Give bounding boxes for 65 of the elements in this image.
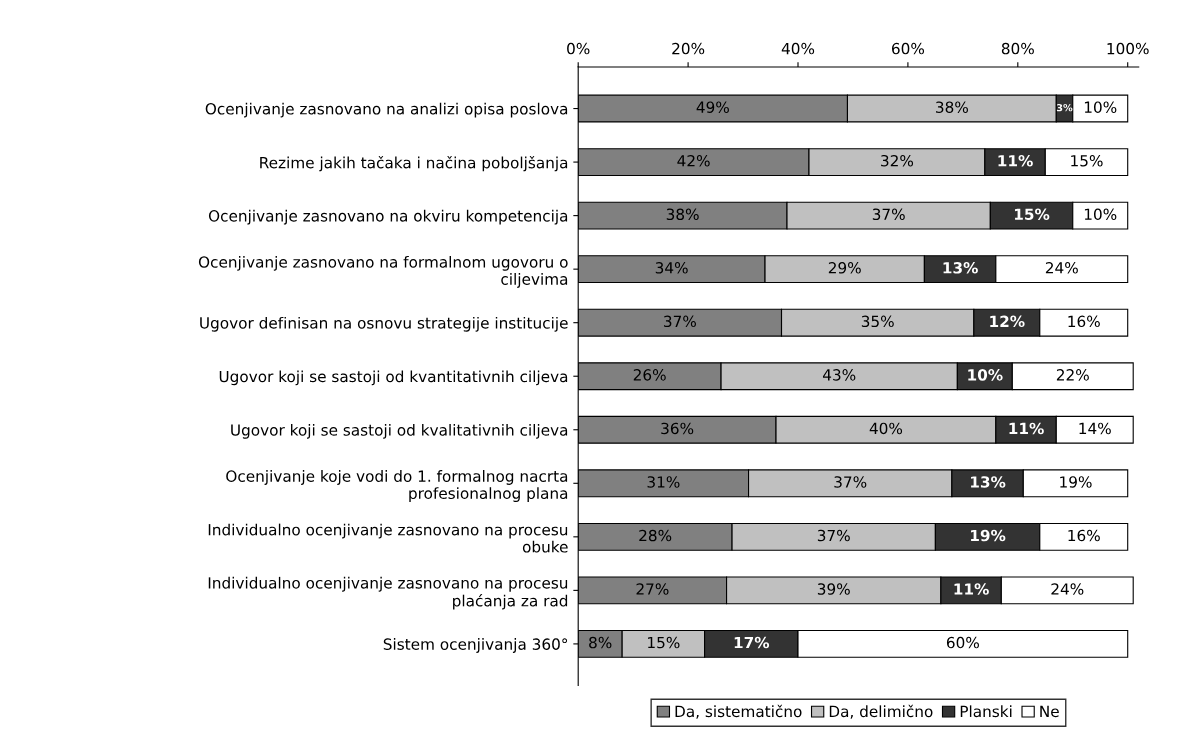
y-tick-label: Individualno ocenjivanje zasnovano na procesu plaćanja za rad [208, 576, 568, 610]
x-tick-label: 20% [672, 42, 705, 55]
data-label: 24% [1051, 583, 1084, 595]
x-tick-label: 60% [891, 42, 925, 55]
y-tick-label: Sistem ocenjivanja 360° [383, 638, 568, 653]
data-label: 10% [1084, 101, 1117, 113]
data-label: 38% [666, 208, 699, 221]
data-label: 13% [971, 476, 1006, 488]
data-label: 31% [647, 476, 680, 488]
data-label: 40% [869, 422, 903, 435]
y-tick-label: Ugovor koji se sastoji od kvantitativnih ciljeva [219, 370, 568, 386]
data-label: 26% [633, 369, 666, 381]
x-tick-label: 0% [567, 42, 590, 55]
data-label: 10% [1084, 208, 1117, 221]
data-label: 37% [664, 315, 696, 328]
data-label: 16% [1068, 529, 1100, 542]
data-label: 43% [822, 369, 856, 381]
data-label: 37% [817, 529, 850, 542]
data-label: 27% [636, 583, 669, 595]
legend-label: Ne [1040, 705, 1059, 718]
data-label: 39% [817, 583, 850, 595]
y-tick-label: Rezime jakih tačaka i načina poboljšanja [260, 155, 568, 172]
data-label: 19% [1060, 476, 1092, 488]
data-label: 35% [861, 315, 894, 328]
data-label: 49% [696, 101, 729, 113]
data-label: 29% [828, 262, 861, 274]
data-label: 36% [661, 422, 694, 435]
data-label: 15% [1014, 208, 1050, 221]
y-tick-label: Ocenjivanje zasnovano na analizi opisa poslova [205, 102, 568, 118]
data-label: 16% [1068, 315, 1100, 328]
data-label: 24% [1045, 262, 1078, 274]
y-tick-label: Individualno ocenjivanje zasnovano na procesu obuke [208, 523, 568, 553]
y-tick-label: Ocenjivanje zasnovano na formalnom ugovoru o ciljevima [198, 255, 568, 288]
data-label: 60% [946, 636, 979, 649]
data-label: 37% [834, 476, 867, 488]
data-label: 8% [589, 636, 612, 649]
data-label: 11% [1009, 422, 1044, 435]
data-label: 34% [655, 262, 688, 274]
data-label: 11% [954, 583, 989, 595]
data-label: 19% [971, 529, 1006, 542]
y-tick-label: Ugovor koji se sastoji od kvalitativnih ciljeva [231, 423, 568, 439]
data-label: 14% [1079, 422, 1111, 435]
legend-label: Da, delimično [829, 704, 933, 719]
data-label: 42% [677, 154, 710, 167]
data-label: 37% [872, 208, 905, 221]
data-label: 11% [998, 154, 1033, 167]
data-label: 10% [968, 369, 1003, 381]
y-tick-label: Ocenjivanje zasnovano na okviru kompetencija [208, 209, 568, 225]
y-tick-label: Ocenjivanje koje vodi do 1. formalnog nacrta profesionalnog plana [226, 470, 568, 502]
data-label: 3% [1056, 104, 1073, 112]
legend-label: Planski [960, 705, 1012, 718]
data-label: 32% [881, 154, 914, 167]
data-label: 15% [1071, 154, 1103, 167]
y-tick-label: Ugovor definisan na osnovu strategije institucije [200, 316, 568, 332]
data-label: 28% [639, 529, 672, 542]
legend-label: Da, sistematično [675, 704, 802, 719]
x-tick-label: 100% [1107, 42, 1149, 55]
data-label: 17% [734, 636, 770, 649]
data-label: 12% [990, 315, 1025, 328]
x-tick-label: 40% [781, 42, 815, 55]
data-label: 22% [1056, 369, 1089, 381]
data-label: 15% [648, 636, 680, 649]
x-tick-label: 80% [1001, 42, 1034, 55]
data-label: 13% [943, 262, 978, 274]
data-label: 38% [936, 101, 968, 113]
